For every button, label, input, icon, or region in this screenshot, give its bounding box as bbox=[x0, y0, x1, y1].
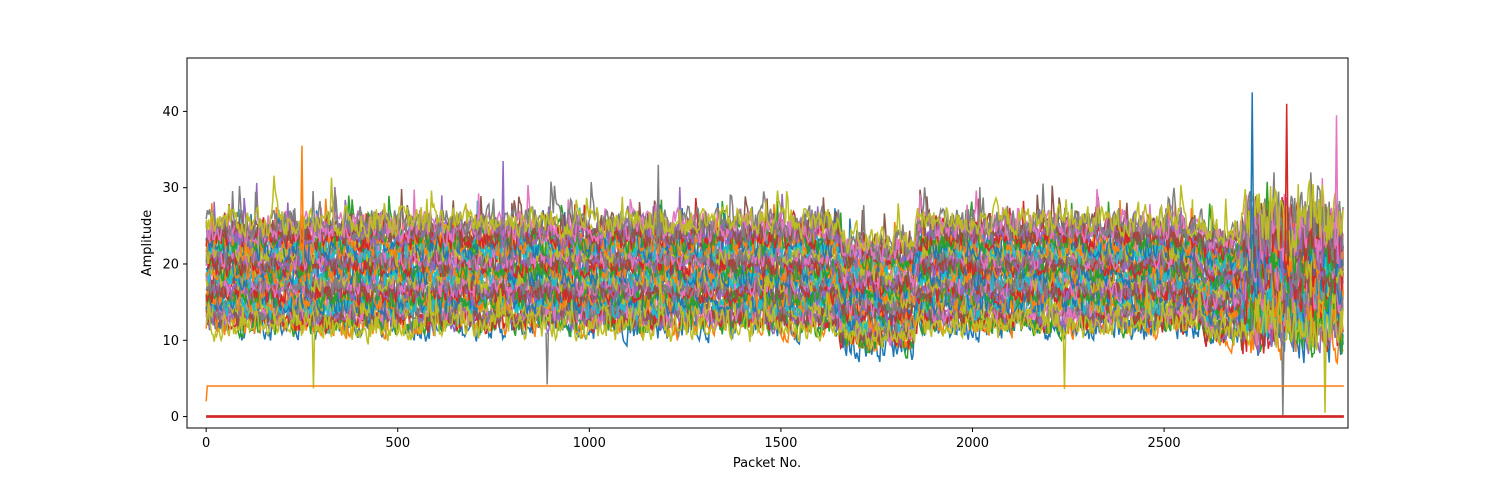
dip-line bbox=[545, 332, 550, 385]
plot-frame bbox=[186, 57, 1349, 429]
series-layer bbox=[205, 92, 1344, 418]
x-tick-label: 1500 bbox=[764, 436, 797, 451]
constant-series-line bbox=[205, 385, 1344, 402]
spike-line bbox=[656, 164, 661, 264]
band-series-line bbox=[205, 226, 1344, 310]
spike-line bbox=[1284, 103, 1289, 264]
y-tick-label: 20 bbox=[162, 257, 179, 272]
spike-line bbox=[1249, 92, 1255, 264]
spike-line bbox=[299, 145, 305, 264]
y-axis: 0 10 20 30 40 bbox=[162, 105, 187, 425]
y-tick-label: 40 bbox=[162, 105, 179, 120]
x-tick-label: 1000 bbox=[573, 436, 606, 451]
band-series-line bbox=[205, 175, 1344, 260]
x-tick-label: 2000 bbox=[956, 436, 989, 451]
x-axis-label: Packet No. bbox=[733, 456, 801, 471]
spike-line bbox=[500, 160, 506, 264]
dip-line bbox=[1323, 332, 1327, 413]
spike-line bbox=[1334, 115, 1339, 264]
dip-line bbox=[1062, 332, 1067, 390]
y-tick-label: 0 bbox=[171, 410, 179, 425]
x-tick-label: 2500 bbox=[1148, 436, 1181, 451]
x-tick-label: 500 bbox=[385, 436, 410, 451]
x-axis: 0 500 1000 1500 2000 2500 bbox=[202, 428, 1181, 451]
band-series-line bbox=[205, 172, 1344, 263]
dip-line bbox=[311, 332, 316, 389]
y-tick-label: 10 bbox=[162, 334, 179, 349]
y-tick-label: 30 bbox=[162, 181, 179, 196]
y-axis-label: Amplitude bbox=[140, 210, 155, 277]
band-series-line bbox=[205, 276, 1344, 351]
x-tick-label: 0 bbox=[202, 436, 210, 451]
